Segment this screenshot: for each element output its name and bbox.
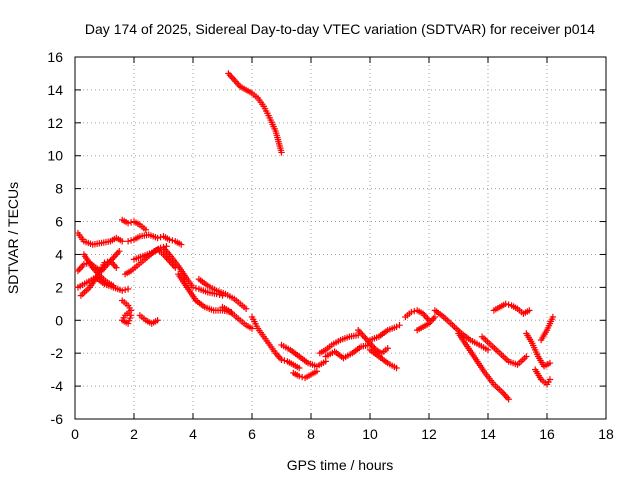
data-point (166, 236, 173, 243)
grid (75, 57, 606, 419)
series-track-w (366, 346, 400, 372)
series-track-ag (537, 313, 557, 344)
series-track-y (402, 307, 433, 324)
x-tick-labels: 0 2 4 6 8 10 12 14 16 18 (71, 426, 614, 442)
data-point (313, 368, 321, 375)
x-tick-label: 16 (539, 426, 555, 442)
y-tick-label: -4 (51, 378, 64, 394)
series-track-g (119, 297, 135, 327)
series-track-s (290, 368, 321, 382)
data-point (505, 396, 512, 403)
y-tick-label: 6 (55, 214, 63, 230)
x-tick-label: 0 (71, 426, 79, 442)
data-point (124, 285, 132, 293)
series-track-aa (431, 307, 492, 354)
x-axis-label: GPS time / hours (287, 457, 394, 473)
series-track-u (322, 341, 374, 362)
data-point (119, 238, 126, 245)
y-tick-label: -6 (51, 411, 64, 427)
series-track-r (278, 341, 329, 370)
plot-frame (74, 56, 607, 420)
series-track-ab (455, 330, 512, 403)
series-track-h (136, 312, 161, 327)
series-track-d (77, 257, 120, 299)
data-point (242, 305, 250, 312)
series-track-q (248, 313, 303, 372)
data-point (142, 226, 149, 233)
x-tick-label: 6 (248, 426, 256, 442)
x-tick-label: 4 (189, 426, 197, 442)
series-track-a (74, 229, 126, 248)
data-point (296, 364, 303, 372)
data-point (101, 259, 108, 266)
y-tick-label: 16 (47, 49, 63, 65)
data-point (119, 287, 126, 294)
y-tick-label: 0 (55, 312, 63, 328)
data-point (80, 261, 88, 268)
data-point (113, 264, 120, 271)
data-point (278, 149, 285, 156)
series-track-i (124, 231, 185, 248)
y-tick-label: 2 (55, 279, 63, 295)
data-point (546, 376, 554, 383)
data-points (74, 70, 557, 403)
series-track-e (80, 251, 117, 289)
data-point (549, 313, 557, 321)
y-tick-label: 4 (55, 246, 63, 262)
data-point (116, 247, 123, 255)
data-point (296, 373, 303, 380)
x-tick-label: 12 (421, 426, 437, 442)
y-tick-label: 12 (47, 115, 63, 131)
y-tick-labels: -6 -4 -2 0 2 4 6 8 10 12 14 16 (47, 49, 63, 427)
data-point (502, 300, 509, 308)
series-track-t (316, 331, 362, 357)
data-point (124, 320, 132, 327)
y-axis-label: SDTVAR / TECUs (5, 182, 21, 294)
data-point (484, 346, 492, 354)
series-track-n (195, 275, 250, 312)
data-point (154, 234, 161, 242)
x-tick-label: 8 (307, 426, 315, 442)
data-point (124, 238, 132, 245)
y-tick-label: 8 (55, 181, 63, 197)
series-track-m (175, 271, 235, 316)
series-track-ae (523, 330, 554, 370)
chart-title: Day 174 of 2025, Sidereal Day-to-day VTE… (85, 21, 595, 37)
x-tick-label: 10 (362, 426, 378, 442)
x-tick-label: 2 (130, 426, 138, 442)
data-point (396, 322, 403, 329)
series-track-o (219, 303, 256, 332)
data-point (110, 282, 117, 289)
data-point (154, 317, 161, 324)
series-track-p (225, 70, 285, 156)
y-tick-label: 10 (47, 148, 63, 164)
data-point (189, 284, 197, 291)
series-track-x (366, 322, 403, 344)
y-tick-label: -2 (51, 345, 64, 361)
x-tick-label: 18 (598, 426, 614, 442)
data-point (546, 359, 554, 367)
data-point (431, 313, 439, 321)
series-track-f (119, 216, 149, 233)
x-tick-label: 14 (480, 426, 496, 442)
data-point (127, 312, 135, 319)
data-point (124, 219, 132, 227)
y-tick-label: 14 (47, 82, 63, 98)
data-point (393, 364, 400, 372)
data-point (408, 308, 415, 316)
data-point (278, 356, 285, 363)
series-track-ac (478, 333, 530, 368)
data-point (178, 241, 185, 248)
data-point (526, 307, 533, 314)
series-track-ad (490, 300, 533, 317)
data-point (248, 325, 256, 332)
series-track-af (532, 366, 554, 388)
data-point (523, 353, 530, 360)
data-point (384, 345, 391, 352)
series-track-z (414, 313, 439, 334)
